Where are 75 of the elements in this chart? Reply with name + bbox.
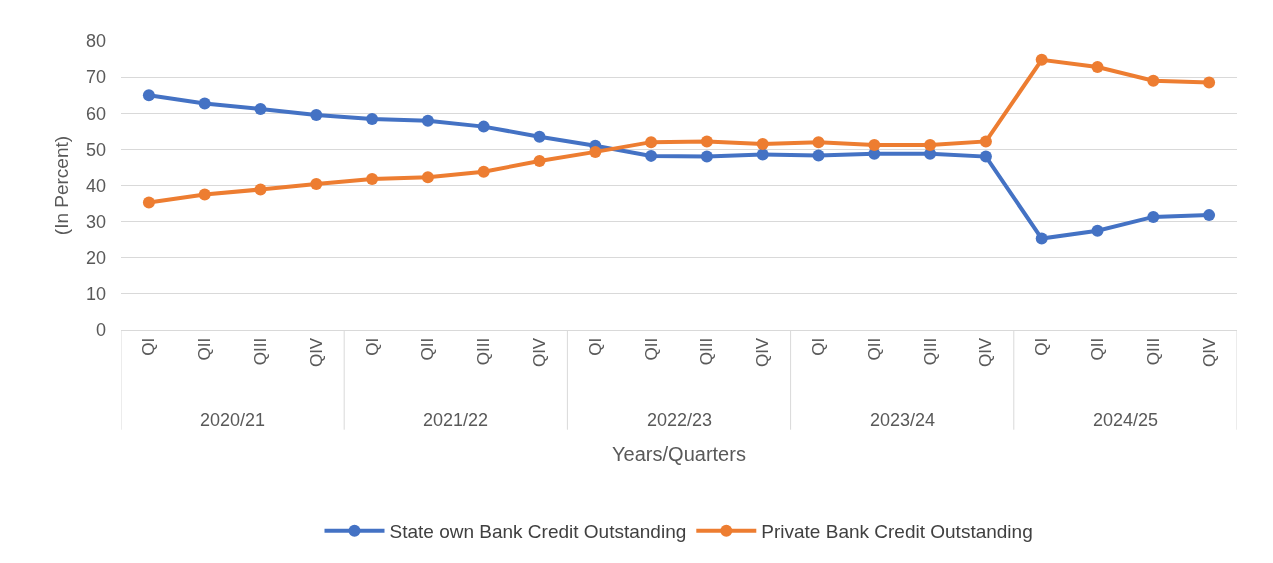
y-tick-label: 0 [95,320,106,341]
text: 2024/25 [1093,410,1159,430]
x-tick-label: QIII [1143,337,1163,366]
text: 2023/24 [870,410,936,430]
point [310,178,323,191]
point [1091,224,1104,237]
point [421,114,434,127]
text: 2022/23 [647,410,713,430]
x-tick-label: QII [864,337,884,361]
text: 2021/22 [423,410,489,430]
point [198,97,211,110]
x-tick-label: QIV [976,337,996,368]
x-tick-label: QIV [530,337,550,368]
x-tick-label: QI [139,337,159,356]
x-tick-label: QIV [753,337,773,368]
text: 2020/21 [200,410,266,430]
point [700,150,713,163]
point [756,148,769,161]
x-tick-label: QII [1088,337,1108,361]
point [868,139,881,152]
x-tick-label: QI [585,337,605,356]
x-tick-label: QII [418,337,438,361]
point [979,135,992,148]
point [142,196,155,209]
point [198,188,211,201]
x-tick-label: QIII [251,337,271,366]
y-tick-label: 50 [85,139,106,160]
point [1091,61,1104,73]
point [756,137,769,150]
point [924,139,937,152]
point [645,136,658,149]
legend-label: Private Bank Credit Outstanding [761,521,1033,543]
point [812,149,825,162]
x-tick-label: QIV [1199,337,1219,368]
x-tick-label: QI [809,337,829,356]
point [1147,74,1160,87]
y-axis-title: (In Percent) [50,135,72,236]
point [366,173,379,185]
y-tick-label: 20 [85,248,106,269]
point [979,150,992,163]
point [366,113,379,126]
x-tick-label: QIII [920,337,940,366]
y-tick-label: 80 [85,31,106,52]
point [1035,53,1048,66]
y-tick-label: 10 [85,284,106,305]
point [1203,209,1216,222]
point [254,102,267,115]
point [477,120,490,133]
x-tick-label: QII [195,337,215,361]
point [1147,210,1160,223]
point [645,149,658,162]
point [421,171,434,184]
x-tick-label: QII [641,337,661,361]
x-tick-label: QIII [697,337,717,366]
point [1035,232,1048,245]
x-tick-label: QIV [306,337,326,368]
point [310,109,323,122]
x-axis-title: Years/Quarters [612,442,746,465]
x-tick-label: QIII [474,337,494,366]
y-tick-label: 30 [85,211,106,232]
x-tick-label: QI [1032,337,1052,356]
point [533,130,546,143]
y-tick-label: 60 [85,103,106,124]
point [477,165,490,178]
legend-label: State own Bank Credit Outstanding [389,521,687,543]
y-tick-label: 70 [85,67,106,88]
point [254,183,267,196]
y-tick-label: 40 [85,175,106,196]
point [700,135,713,148]
x-tick-label: QI [362,337,382,356]
point [533,154,546,167]
point [589,145,602,158]
point [812,136,825,149]
point [1203,76,1216,89]
point [142,89,155,102]
